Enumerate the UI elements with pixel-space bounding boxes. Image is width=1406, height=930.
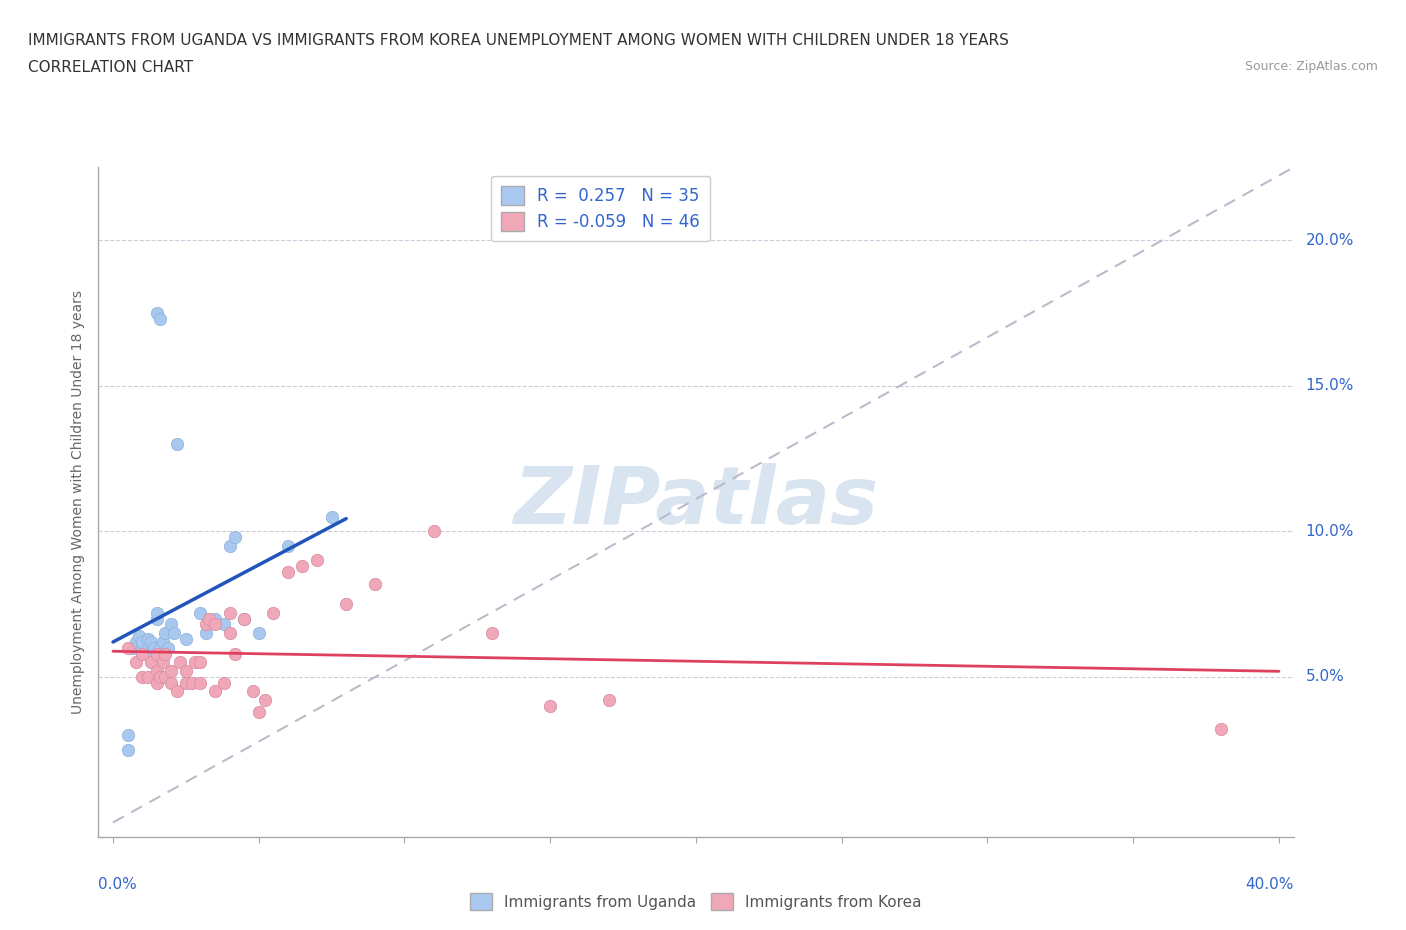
Text: CORRELATION CHART: CORRELATION CHART	[28, 60, 193, 75]
Point	[335, 597, 357, 612]
Point	[157, 641, 180, 656]
Point	[160, 675, 183, 690]
Point	[152, 634, 174, 649]
Point	[174, 675, 197, 690]
Point	[204, 684, 226, 698]
Point	[145, 646, 167, 661]
Point	[277, 538, 299, 553]
Text: 40.0%: 40.0%	[1246, 877, 1294, 892]
Point	[305, 553, 328, 568]
Point	[364, 577, 387, 591]
Text: 20.0%: 20.0%	[1305, 232, 1354, 247]
Point	[598, 693, 620, 708]
Point	[145, 306, 167, 321]
Text: ZIPatlas: ZIPatlas	[513, 463, 879, 541]
Point	[538, 698, 561, 713]
Point	[198, 611, 221, 626]
Point	[174, 664, 197, 679]
Text: 5.0%: 5.0%	[1305, 670, 1344, 684]
Point	[149, 670, 172, 684]
Text: IMMIGRANTS FROM UGANDA VS IMMIGRANTS FROM KOREA UNEMPLOYMENT AMONG WOMEN WITH CH: IMMIGRANTS FROM UGANDA VS IMMIGRANTS FRO…	[28, 33, 1010, 47]
Point	[117, 727, 139, 742]
Point	[166, 436, 188, 451]
Point	[131, 670, 153, 684]
Point	[155, 626, 177, 641]
Point	[131, 641, 153, 656]
Point	[247, 704, 270, 719]
Point	[117, 742, 139, 757]
Legend: Immigrants from Uganda, Immigrants from Korea: Immigrants from Uganda, Immigrants from …	[464, 886, 928, 916]
Point	[145, 664, 167, 679]
Point	[180, 675, 202, 690]
Point	[190, 655, 212, 670]
Point	[131, 646, 153, 661]
Point	[149, 641, 172, 656]
Point	[195, 617, 218, 631]
Point	[131, 634, 153, 649]
Y-axis label: Unemployment Among Women with Children Under 18 years: Unemployment Among Women with Children U…	[72, 290, 86, 714]
Point	[122, 641, 145, 656]
Point	[160, 617, 183, 631]
Point	[262, 605, 284, 620]
Text: 15.0%: 15.0%	[1305, 379, 1354, 393]
Point	[117, 641, 139, 656]
Point	[212, 675, 235, 690]
Point	[218, 538, 240, 553]
Point	[155, 646, 177, 661]
Point	[169, 655, 191, 670]
Point	[142, 641, 165, 656]
Point	[253, 693, 276, 708]
Point	[277, 565, 299, 579]
Point	[149, 312, 172, 326]
Point	[136, 631, 159, 646]
Point	[190, 675, 212, 690]
Point	[166, 684, 188, 698]
Point	[224, 530, 246, 545]
Point	[152, 655, 174, 670]
Point	[139, 655, 162, 670]
Point	[145, 605, 167, 620]
Point	[139, 634, 162, 649]
Point	[145, 611, 167, 626]
Point	[139, 646, 162, 661]
Point	[422, 524, 444, 538]
Point	[174, 631, 197, 646]
Point	[242, 684, 264, 698]
Point	[204, 617, 226, 631]
Point	[212, 617, 235, 631]
Point	[224, 646, 246, 661]
Point	[233, 611, 256, 626]
Point	[125, 655, 148, 670]
Point	[218, 605, 240, 620]
Point	[163, 626, 186, 641]
Point	[160, 664, 183, 679]
Point	[321, 510, 343, 525]
Point	[195, 626, 218, 641]
Point	[204, 611, 226, 626]
Point	[291, 559, 314, 574]
Text: 0.0%: 0.0%	[98, 877, 138, 892]
Point	[481, 626, 503, 641]
Point	[136, 670, 159, 684]
Point	[128, 629, 150, 644]
Point	[218, 626, 240, 641]
Point	[190, 605, 212, 620]
Text: Source: ZipAtlas.com: Source: ZipAtlas.com	[1244, 60, 1378, 73]
Text: 10.0%: 10.0%	[1305, 524, 1354, 538]
Point	[233, 611, 256, 626]
Point	[1209, 722, 1232, 737]
Point	[183, 655, 205, 670]
Point	[247, 626, 270, 641]
Point	[145, 675, 167, 690]
Point	[136, 641, 159, 656]
Point	[131, 646, 153, 661]
Point	[125, 634, 148, 649]
Point	[155, 670, 177, 684]
